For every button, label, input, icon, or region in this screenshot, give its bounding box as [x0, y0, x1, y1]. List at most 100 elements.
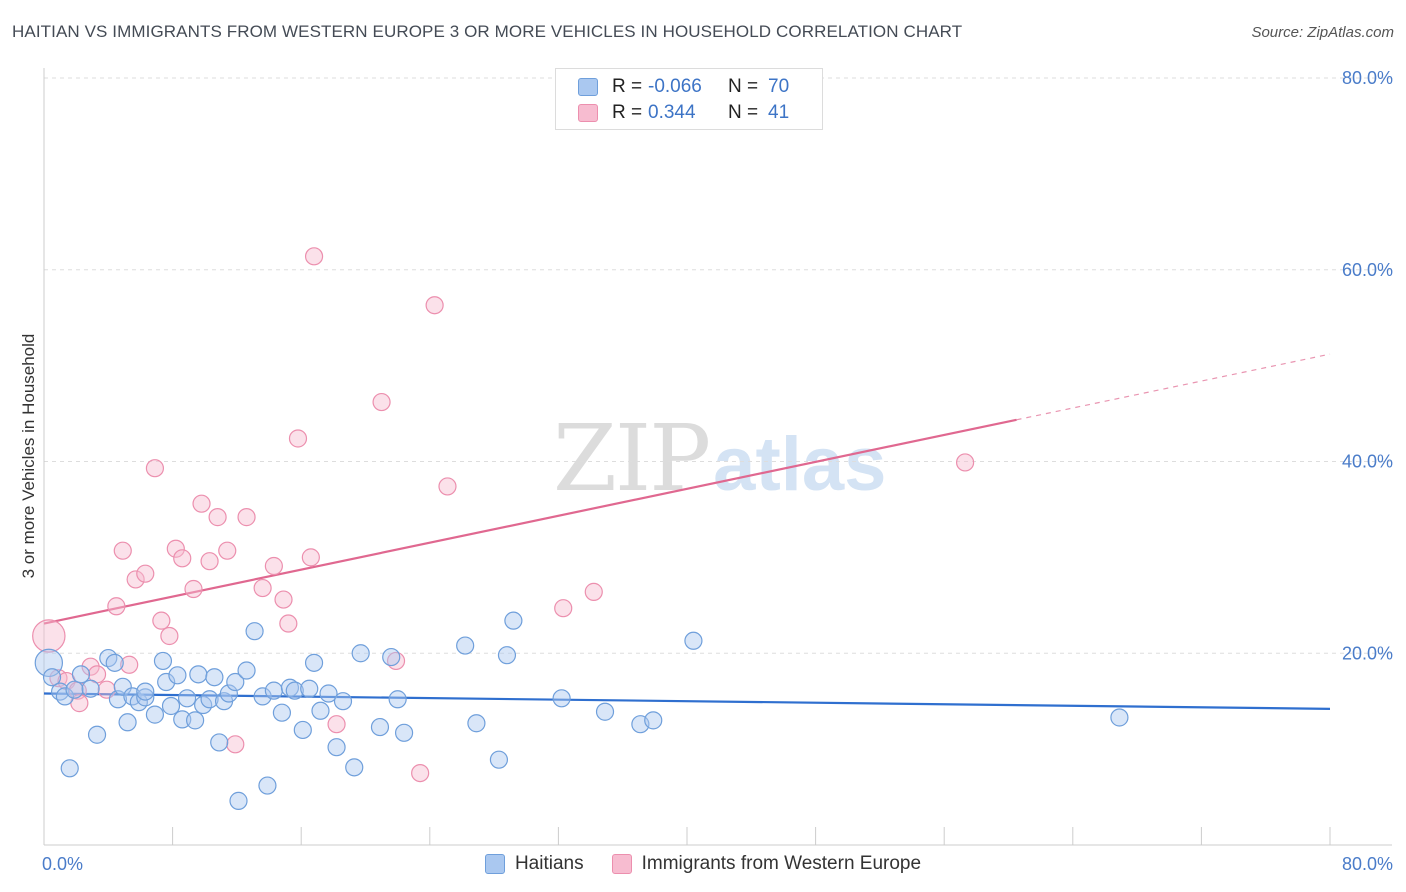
haitians-point: [1110, 708, 1129, 727]
western-europe-point: [274, 590, 293, 609]
western-europe-point: [200, 552, 219, 571]
haitians-point: [595, 702, 615, 721]
haitians-point: [258, 776, 277, 795]
legend-label: Haitians: [514, 853, 584, 874]
haitians-swatch: [578, 78, 598, 96]
data-points: [32, 247, 1129, 810]
haitians-point: [177, 689, 197, 708]
haitians-point: [327, 738, 346, 757]
n-label: N =: [728, 76, 759, 97]
haitians-point: [118, 713, 137, 732]
western-europe-point: [955, 453, 975, 472]
western-europe-point: [253, 578, 272, 598]
y-tick-label: 80.0%: [1342, 68, 1393, 88]
western-europe-point: [192, 494, 211, 513]
r-value: -0.066: [648, 76, 702, 97]
haitians-point: [237, 661, 256, 680]
legend-item-western-europe[interactable]: Immigrants from Western Europe: [611, 853, 922, 875]
haitians-point: [497, 646, 517, 665]
haitians-point: [285, 681, 304, 700]
haitians-point: [145, 705, 165, 724]
grid-lines: [44, 77, 1392, 654]
series-legend: Haitians Immigrants from Western Europe: [0, 852, 1406, 876]
haitians-point: [113, 677, 132, 696]
haitians-point: [136, 688, 155, 707]
western-europe-point: [113, 541, 132, 560]
haitians-point: [311, 701, 330, 720]
western-europe-point: [301, 548, 320, 567]
x-tick-label: 80.0%: [1342, 854, 1393, 874]
western-europe-point: [120, 655, 139, 674]
haitians-point: [382, 647, 401, 667]
haitians-point: [65, 680, 84, 699]
western-europe-point: [208, 508, 227, 527]
watermark-zip: ZIP: [553, 405, 711, 512]
haitians-swatch: [484, 854, 505, 874]
stats-legend: R = -0.066 N = 70 R = 0.344 N = 41: [555, 68, 823, 130]
western-europe-point: [226, 735, 245, 754]
y-tick-label: 20.0%: [1342, 643, 1393, 663]
legend-item-haitians[interactable]: Haitians: [484, 853, 584, 875]
haitians-point: [153, 651, 173, 671]
haitians-point: [219, 684, 238, 703]
tick-labels: 20.0% 40.0% 60.0% 80.0% 0.0% 80.0%: [42, 68, 1393, 874]
western-europe-point: [438, 477, 457, 496]
haitians-point: [81, 679, 100, 698]
haitians-point: [280, 678, 300, 697]
haitians-point: [253, 687, 272, 706]
western-europe-point: [237, 508, 256, 527]
haitians-point: [136, 682, 155, 701]
western-europe-trend-line: [43, 418, 1017, 625]
western-europe-point: [218, 541, 237, 560]
haitians-point: [55, 687, 74, 706]
western-europe-point: [279, 614, 298, 633]
western-europe-point: [411, 763, 430, 783]
western-europe-swatch: [611, 854, 632, 874]
haitians-point: [272, 703, 292, 722]
western-europe-point: [166, 539, 185, 558]
western-europe-point: [372, 392, 391, 412]
haitians-point: [161, 696, 181, 716]
western-europe-swatch: [578, 104, 598, 122]
western-europe-point: [584, 582, 603, 601]
western-europe-point: [184, 579, 203, 599]
x-tick-label: 0.0%: [42, 854, 83, 874]
haitians-point: [319, 684, 338, 703]
n-value: 70: [768, 76, 790, 97]
haitians-point: [293, 720, 312, 740]
western-europe-point: [152, 611, 171, 630]
haitians-point: [388, 690, 407, 709]
haitians-point: [370, 717, 390, 737]
western-europe-point: [425, 296, 444, 315]
haitians-point: [684, 631, 703, 650]
western-europe-point: [264, 556, 283, 576]
haitians-point: [173, 710, 192, 729]
western-europe-point: [304, 247, 324, 266]
haitians-point: [42, 668, 62, 687]
legend-label: Immigrants from Western Europe: [641, 853, 922, 874]
stats-row-haitians: R = -0.066 N = 70: [578, 75, 789, 99]
source-attribution: Source: ZipAtlas.com: [1251, 24, 1394, 41]
chart-title: HAITIAN VS IMMIGRANTS FROM WESTERN EUROP…: [12, 22, 963, 41]
haitians-point: [60, 759, 79, 778]
haitians-point: [345, 758, 364, 777]
haitians-point: [71, 665, 91, 684]
haitians-point: [87, 725, 107, 744]
n-label: N =: [728, 102, 759, 123]
haitians-point: [394, 723, 414, 742]
haitians-point: [200, 690, 219, 709]
western-europe-point: [173, 549, 192, 568]
haitians-point: [333, 692, 353, 711]
western-europe-point: [160, 626, 179, 646]
haitians-point: [189, 665, 208, 684]
haitians-trend-line: [43, 692, 1331, 710]
haitians-point: [157, 672, 176, 692]
haitians-point: [552, 689, 571, 708]
western-europe-point: [288, 429, 308, 448]
haitians-point: [467, 714, 486, 733]
haitians-point: [456, 636, 475, 655]
stats-row-western-europe: R = 0.344 N = 41: [578, 101, 789, 125]
haitians-point: [186, 711, 205, 730]
western-europe-point: [145, 459, 165, 478]
